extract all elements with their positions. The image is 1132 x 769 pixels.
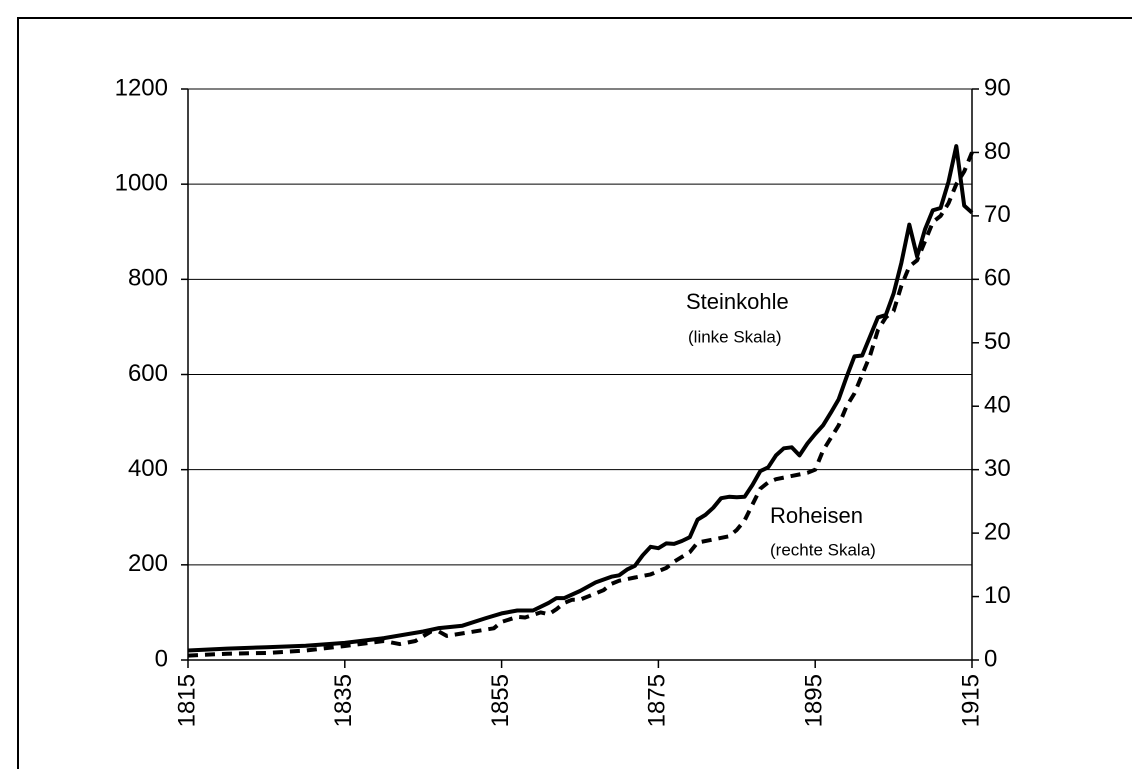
x-tick-label: 1815 — [173, 674, 200, 727]
series-note: (rechte Skala) — [770, 540, 876, 559]
x-tick-label: 1895 — [801, 674, 828, 727]
data-line — [187, 144, 974, 653]
x-tick-label: 1875 — [644, 674, 671, 727]
y-tick-label: 400 — [128, 455, 168, 482]
x-tick-label: 1855 — [487, 674, 514, 727]
y2-tick-label: 80 — [984, 138, 1011, 165]
y2-tick-label: 90 — [984, 74, 1011, 101]
y2-tick-label: 40 — [984, 392, 1011, 419]
y2-tick-label: 20 — [984, 518, 1011, 545]
y-tick-label: 600 — [128, 360, 168, 387]
y2-tick-label: 70 — [984, 201, 1011, 228]
y-tick-label: 1000 — [115, 170, 168, 197]
y2-tick-label: 60 — [984, 265, 1011, 292]
y-tick-label: 800 — [128, 265, 168, 292]
y2-tick-label: 50 — [984, 328, 1011, 355]
series-note: (linke Skala) — [688, 327, 782, 346]
data-line — [187, 151, 974, 658]
series-label: Roheisen — [770, 503, 863, 528]
x-tick-label: 1915 — [957, 674, 984, 727]
y2-tick-label: 10 — [984, 582, 1011, 609]
series-label: Steinkohle — [686, 289, 789, 314]
y2-tick-label: 30 — [984, 455, 1011, 482]
y-tick-label: 1200 — [115, 74, 168, 101]
x-tick-label: 1835 — [330, 674, 357, 727]
chart-frame — [17, 17, 1132, 769]
y2-tick-label: 0 — [984, 645, 997, 672]
y-tick-label: 200 — [128, 550, 168, 577]
y-tick-label: 0 — [155, 645, 168, 672]
